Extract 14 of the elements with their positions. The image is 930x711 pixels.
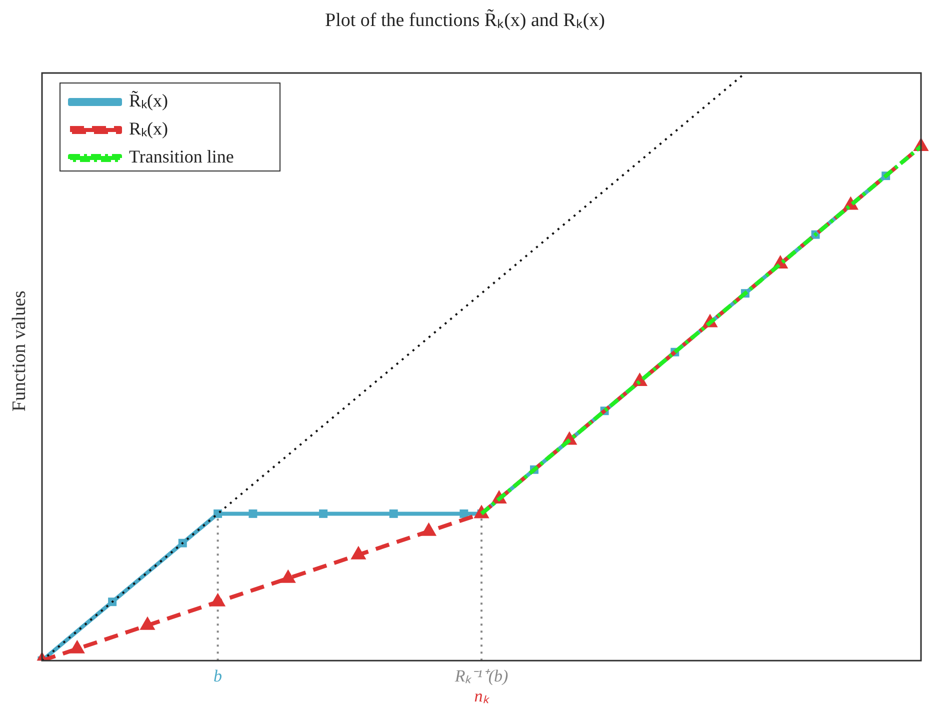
point bbox=[69, 640, 85, 654]
y-axis-title: Function values bbox=[9, 290, 31, 414]
legend-label: R̃ₖ(x) bbox=[129, 90, 168, 111]
x-tick-label: Rₖ⁻¹⁺(b) bbox=[454, 666, 508, 686]
point bbox=[350, 546, 366, 560]
x-tick-label: b bbox=[214, 666, 222, 686]
text: nₖ bbox=[474, 686, 490, 706]
legend-label: Transition line bbox=[129, 146, 234, 167]
point bbox=[210, 592, 226, 606]
point bbox=[140, 616, 156, 630]
point bbox=[420, 522, 437, 536]
legend-label: Rₖ(x) bbox=[129, 118, 168, 139]
chart-title: Plot of the functions R̃ₖ(x) and Rₖ(x) bbox=[324, 8, 606, 32]
point bbox=[280, 569, 296, 583]
